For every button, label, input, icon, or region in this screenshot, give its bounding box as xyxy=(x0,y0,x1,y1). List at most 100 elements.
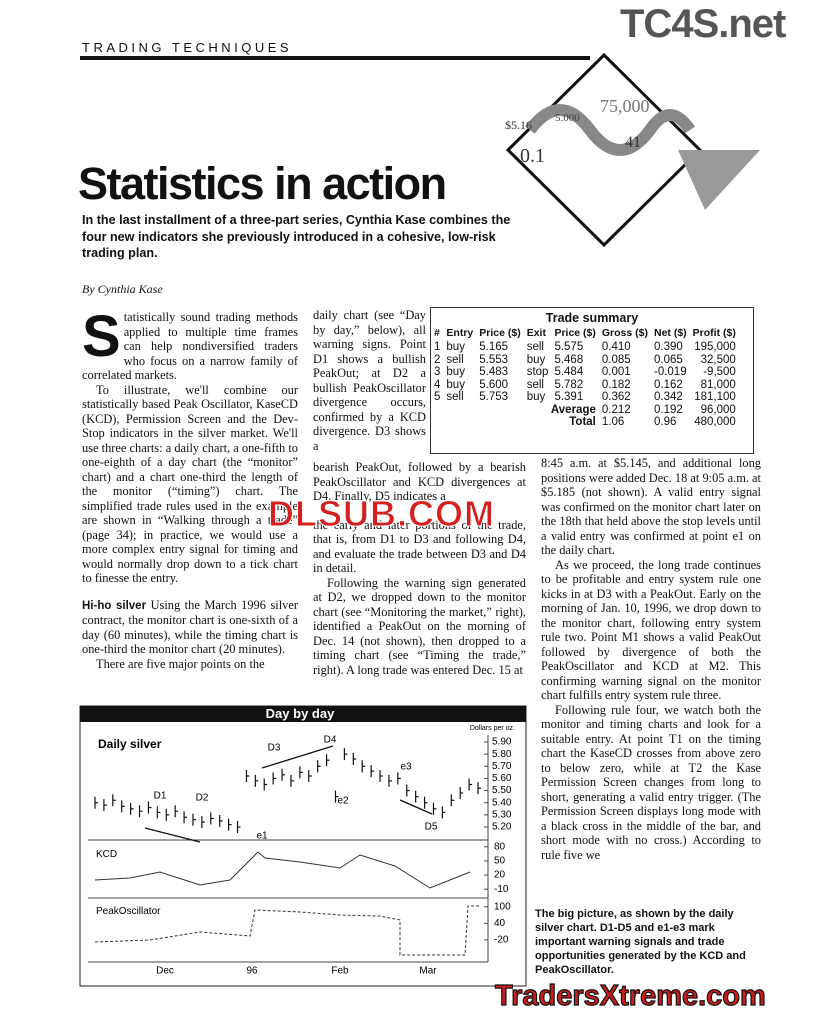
price-bar xyxy=(379,770,384,782)
art-swirl xyxy=(525,104,695,156)
column-header: # xyxy=(434,327,440,339)
deck: In the last installment of a three-part … xyxy=(82,213,511,260)
panel-label: KCD xyxy=(96,849,117,860)
y-tick-label: 5.40 xyxy=(492,797,512,808)
price-bar xyxy=(219,814,223,827)
price-bar xyxy=(388,774,392,787)
price-bar xyxy=(397,772,401,785)
table-cell: sell xyxy=(526,341,544,353)
column-header: Price ($) xyxy=(479,327,521,339)
price-bar xyxy=(352,753,357,765)
table-cell: 5.600 xyxy=(479,378,509,391)
price-bar xyxy=(236,821,241,833)
table-title: Trade summary xyxy=(545,311,639,325)
price-bar xyxy=(370,765,375,778)
table-cell: 5.483 xyxy=(479,366,509,378)
watermark: TradersXtreme.com xyxy=(494,979,766,1012)
column-header: Profit ($) xyxy=(692,327,736,339)
table-cell: 96,000 xyxy=(700,403,736,416)
y-tick-label: 40 xyxy=(494,918,506,929)
table: # Entry Price ($) Exit Price ($) Gross ($) Net… xyxy=(431,325,739,429)
table-cell: 0.212 xyxy=(601,403,631,416)
table-cell: Average xyxy=(550,403,596,416)
paragraph: Using the March 1996 silver contract, th… xyxy=(82,597,298,657)
table-cell: 0.162 xyxy=(653,378,683,391)
table-cell: 0.001 xyxy=(601,366,631,378)
price-bar xyxy=(165,808,170,821)
y-tick-label: 20 xyxy=(494,870,506,881)
watermark: TC4S.net xyxy=(620,2,786,46)
x-tick-label: Mar xyxy=(419,966,437,977)
table-cell: 5.782 xyxy=(554,378,584,391)
table-cell: 0.065 xyxy=(653,353,683,366)
table-row: 5 sell 5.753 buy 5.391 0.362 0.342 181,100 xyxy=(431,391,739,404)
paragraph: 8:45 a.m. at $5.145, and additional long… xyxy=(541,456,761,557)
column-header: Price ($) xyxy=(554,327,596,339)
price-bar xyxy=(415,790,419,803)
table-cell: 81,000 xyxy=(700,378,736,391)
trend-line xyxy=(399,799,433,815)
table-cell: 4 xyxy=(434,378,441,391)
table-cell: 1 xyxy=(434,341,441,353)
table-cell: 5.753 xyxy=(479,391,509,403)
paragraph: Following the warning sign generated at … xyxy=(313,575,526,677)
y-tick-label: 100 xyxy=(494,901,511,912)
y-tick-label: -20 xyxy=(494,935,509,946)
y-tick-label: 5.60 xyxy=(492,773,512,784)
column-header: Exit xyxy=(526,327,546,339)
table-cell: 5 xyxy=(434,391,441,403)
annotation: D5 xyxy=(425,822,438,833)
subhead: Hi-ho silver xyxy=(82,599,147,612)
y-tick-label: 5.20 xyxy=(492,822,512,833)
price-bar xyxy=(121,800,125,813)
table-cell: 5.484 xyxy=(554,366,584,378)
y-tick-label: 5.70 xyxy=(492,761,512,772)
table-cell: Total xyxy=(569,416,596,428)
table-cell: 0.182 xyxy=(601,378,631,391)
table-cell: 5.468 xyxy=(554,353,584,366)
price-bar xyxy=(138,805,143,818)
art-label: 41 xyxy=(625,134,641,151)
panel-label: PeakOscillator xyxy=(96,906,161,917)
table-box: Trade summary # Entry Price ($) Exit Price (… xyxy=(430,307,754,454)
price-bar xyxy=(254,774,259,787)
price-bar xyxy=(290,774,294,787)
price-bar xyxy=(441,806,446,819)
table-row: 4 buy 5.600 sell 5.782 0.182 0.162 81,000 xyxy=(431,379,739,392)
price-bar xyxy=(94,796,98,809)
table-cell: 0.410 xyxy=(601,341,631,353)
table-row: 1 buy 5.165 sell 5.575 0.410 0.390 195,000 xyxy=(431,341,739,354)
annotation: e3 xyxy=(400,762,412,773)
table-cell: buy xyxy=(446,378,465,391)
trend-line xyxy=(144,827,201,843)
table-cell: 0.96 xyxy=(653,416,677,428)
column: S tatistically sound trading methods app… xyxy=(82,308,298,671)
table-cell: buy xyxy=(446,341,465,353)
trend-line xyxy=(261,745,334,769)
paragraph: bearish PeakOut, followed by a bearish P… xyxy=(313,460,526,503)
title: Statistics in action xyxy=(78,158,447,209)
annotation: e1 xyxy=(256,831,268,842)
price-bar xyxy=(112,794,116,807)
y-tick-label: 5.30 xyxy=(492,809,512,820)
table-cell: sell xyxy=(526,378,544,391)
table-cell: 5.553 xyxy=(479,353,509,366)
y-tick-label: 80 xyxy=(494,841,506,852)
price-bar xyxy=(272,772,277,785)
y-tick-label: 50 xyxy=(494,856,506,867)
table-cell: buy xyxy=(446,366,465,378)
table-cell: sell xyxy=(446,353,464,366)
section-label: TRADING TECHNIQUES xyxy=(82,40,293,55)
table-cell: 5.391 xyxy=(554,391,584,403)
price-bar xyxy=(334,790,339,803)
annotation: D3 xyxy=(268,743,281,754)
paragraph: daily chart (see “Day by day,” below), a… xyxy=(313,308,426,453)
watermark: DLSUB.COM xyxy=(268,493,495,535)
paragraph: the early and later portions of the trad… xyxy=(313,517,526,576)
price-bar xyxy=(299,766,303,779)
column-header: Gross ($) xyxy=(601,327,648,339)
price-bar xyxy=(308,770,312,782)
